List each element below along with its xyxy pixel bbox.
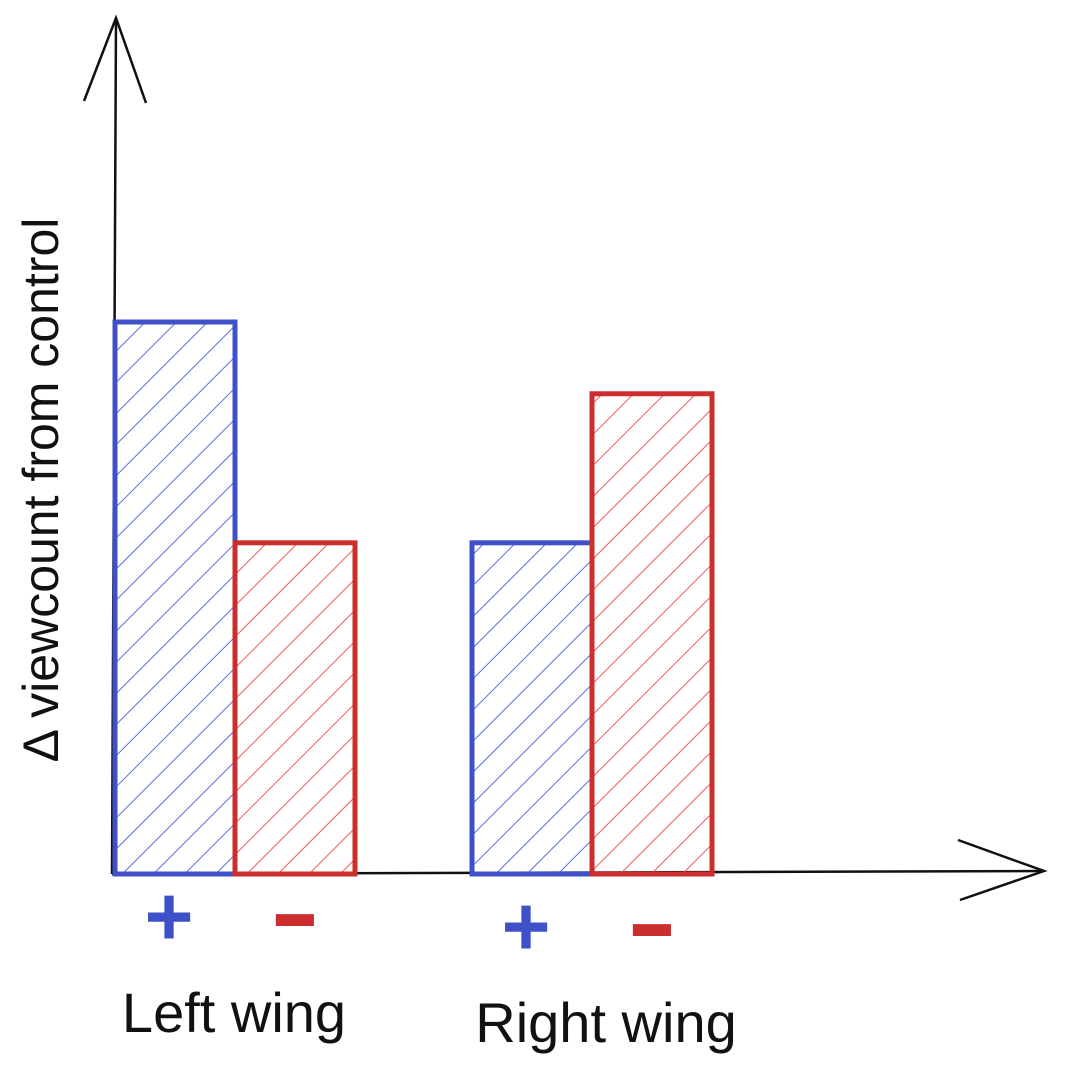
sign-label-plus: + (501, 879, 550, 973)
sign-label-minus: - (627, 867, 677, 978)
sign-label-minus: - (270, 857, 320, 968)
category-label-right-wing: Right wing (475, 991, 736, 1054)
category-label-left-wing: Left wing (122, 981, 346, 1044)
y-axis-arrowhead (82, 14, 148, 104)
y-axis-label: Δ viewcount from control (13, 218, 69, 763)
x-axis-arrowhead (957, 838, 1048, 902)
sign-label-plus: + (144, 869, 193, 963)
bars-group (112, 319, 715, 877)
bar-right-wing-minus (589, 391, 715, 877)
sign-labels-group: + - + - (144, 857, 677, 978)
category-labels-group: Left wing Right wing (122, 981, 737, 1054)
bar-left-wing-plus (112, 319, 238, 877)
bar-right-wing-plus (469, 540, 595, 877)
bar-left-wing-minus (232, 540, 358, 877)
